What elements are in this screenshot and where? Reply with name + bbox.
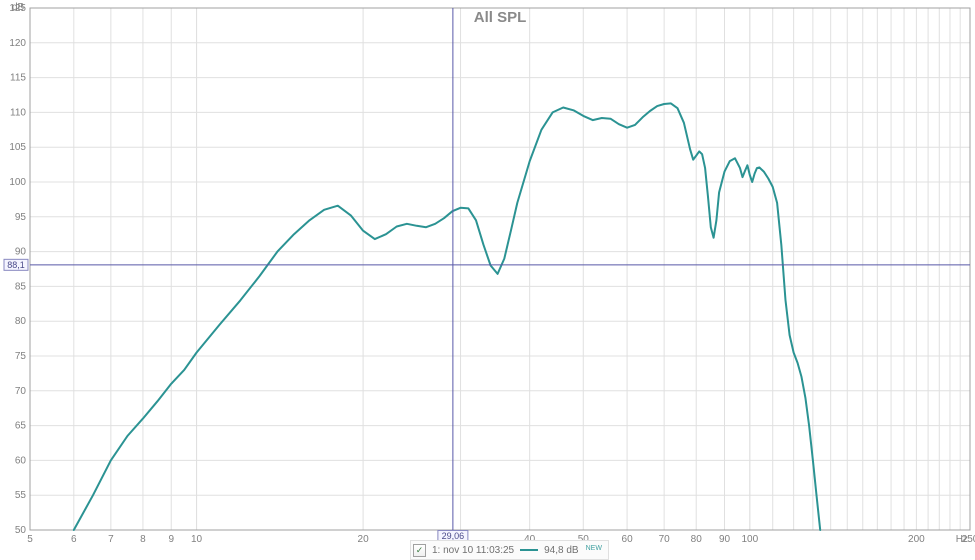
svg-text:60: 60: [622, 534, 634, 545]
svg-text:80: 80: [691, 534, 703, 545]
svg-text:95: 95: [15, 212, 27, 223]
svg-text:200: 200: [908, 534, 925, 545]
svg-text:6: 6: [71, 534, 77, 545]
legend-entry-label: 1: nov 10 11:03:25: [432, 545, 514, 556]
legend-value-label: 94,8 dB: [544, 545, 578, 556]
legend-swatch: [520, 549, 538, 551]
legend-new-badge: NEW: [586, 545, 602, 552]
svg-text:70: 70: [15, 386, 27, 397]
svg-text:5: 5: [27, 534, 33, 545]
svg-text:65: 65: [15, 421, 27, 432]
svg-text:All SPL: All SPL: [474, 9, 527, 26]
svg-text:90: 90: [15, 247, 27, 258]
legend: ✓ 1: nov 10 11:03:25 94,8 dB NEW: [410, 540, 609, 560]
svg-text:8: 8: [140, 534, 146, 545]
svg-text:Hz: Hz: [956, 534, 968, 545]
svg-text:100: 100: [741, 534, 758, 545]
svg-text:50: 50: [15, 525, 27, 536]
chart-container: 50556065707580859095100105110115120125dB…: [0, 0, 975, 560]
svg-text:10: 10: [191, 534, 203, 545]
svg-text:dB: dB: [12, 2, 25, 13]
svg-text:70: 70: [659, 534, 671, 545]
svg-text:105: 105: [9, 142, 26, 153]
legend-checkbox[interactable]: ✓: [413, 544, 426, 557]
svg-text:120: 120: [9, 38, 26, 49]
svg-text:55: 55: [15, 490, 27, 501]
svg-text:110: 110: [10, 107, 26, 118]
svg-text:85: 85: [15, 281, 27, 292]
spl-chart: 50556065707580859095100105110115120125dB…: [0, 0, 975, 560]
svg-text:90: 90: [719, 534, 731, 545]
svg-text:100: 100: [9, 177, 26, 188]
svg-text:60: 60: [15, 455, 27, 466]
svg-text:9: 9: [168, 534, 174, 545]
svg-text:20: 20: [358, 534, 370, 545]
svg-text:88,1: 88,1: [7, 260, 25, 270]
svg-text:115: 115: [10, 73, 26, 84]
svg-text:80: 80: [15, 316, 27, 327]
svg-text:7: 7: [108, 534, 114, 545]
svg-text:75: 75: [15, 351, 27, 362]
